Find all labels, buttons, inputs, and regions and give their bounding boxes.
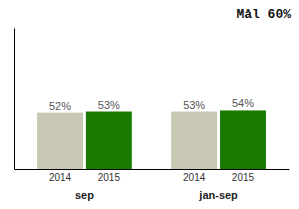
x-axis-line xyxy=(15,169,290,170)
series-label: 2014 xyxy=(49,172,72,183)
series-label: 2014 xyxy=(183,172,206,183)
x-axis: sep jan-sep xyxy=(15,169,290,201)
x-tick-label: jan-sep xyxy=(198,189,238,201)
bar xyxy=(37,113,83,169)
chart: 52% 2014 53% 2014 53% 2015 54% 2015 sep jan-sep Må… xyxy=(0,0,299,209)
data-label: 54% xyxy=(232,97,254,109)
labels: 52% 2014 53% 2014 53% 2015 54% 2015 xyxy=(49,97,255,183)
series-label: 2015 xyxy=(232,172,255,183)
x-tick-label: sep xyxy=(75,189,94,201)
plot: 52% 2014 53% 2014 53% 2015 54% 2015 sep jan-sep xyxy=(15,29,290,201)
bars xyxy=(37,110,266,169)
x-tick: jan-sep xyxy=(198,169,238,201)
annotation: Mål 60% xyxy=(236,7,291,22)
x-tick: sep xyxy=(75,169,94,201)
series-label: 2015 xyxy=(98,172,121,183)
data-label: 52% xyxy=(49,100,71,112)
data-label: 53% xyxy=(98,99,120,111)
bar xyxy=(171,112,217,169)
data-label: 53% xyxy=(183,99,205,111)
y-axis xyxy=(14,29,15,170)
y-axis-line xyxy=(14,29,15,170)
bar xyxy=(86,112,132,169)
bar xyxy=(220,110,266,169)
